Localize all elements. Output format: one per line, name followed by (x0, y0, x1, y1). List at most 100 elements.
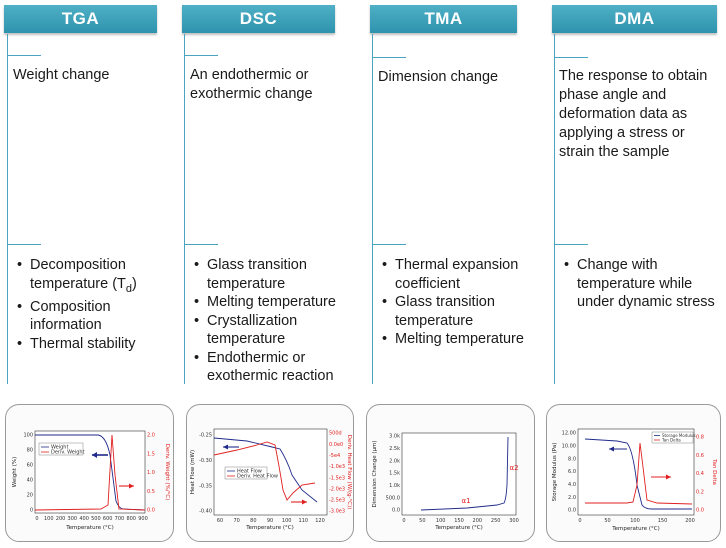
tga-y2label: Deriv. Weight (%/°C) (164, 444, 170, 501)
dma-y-tick-label: 10.00 (562, 444, 576, 450)
dsc-y2-tick-label: -5e4 (329, 453, 340, 459)
dma-chart-panel: 0.0 2.0 4.0 6.0 8.0 10.00 12.00 0.0 0.2 0.4 0.6 0.… (546, 404, 721, 542)
dma-y2-tick-label: 0.2 (696, 489, 704, 495)
dsc-deriv-curve (213, 441, 316, 501)
dma-y2-tick-label: 0.6 (696, 453, 704, 459)
dsc-chart-panel: -0.25 -0.30 -0.35 -0.40 500d 0.0e0 -5e4 -1.0e3… (186, 404, 354, 542)
dsc-arrowhead-left (223, 444, 228, 450)
dma-legend-2: Tan Delta (661, 438, 681, 443)
tga-arrowhead-left (92, 452, 97, 458)
dsc-x-tick-label: 90 (267, 518, 273, 524)
tma-divider (372, 34, 373, 384)
dsc-description: An endothermic or exothermic change (190, 67, 313, 102)
tga-y2-tick-label: 2.0 (147, 433, 155, 439)
tga-tick-top (7, 55, 41, 56)
tga-divider (7, 34, 8, 384)
dsc-legend (224, 466, 268, 480)
tma-title: TMA (424, 9, 463, 28)
tma-y-tick-label: 0.0 (392, 508, 400, 514)
dma-legend (651, 431, 694, 444)
tga-x-tick-label: 500 (91, 516, 101, 522)
tga-weight-curve (35, 434, 146, 511)
dma-y2-tick-label: 0.8 (696, 435, 704, 441)
tga-x-tick-label: 400 (79, 516, 89, 522)
tga-y2-tick-label: 1.0 (147, 470, 155, 476)
tga-chart-panel: 0 20 40 60 80 100 0.0 0.5 1.0 1.5 2.0 0 100 200 300 4… (5, 404, 174, 542)
dma-y2-tick-label: 0.0 (696, 508, 704, 514)
dma-bullet-list: Change with temperature while under dyna… (564, 256, 722, 312)
dma-y-tick-label: 12.00 (562, 431, 576, 437)
dma-description: The response to obtain phase angle and d… (559, 68, 708, 160)
dsc-y2-tick-label: -2.5e3 (329, 498, 345, 504)
dma-tick-top (554, 57, 588, 58)
dsc-chart: -0.25 -0.30 -0.35 -0.40 500d 0.0e0 -5e4 -1.0e3… (190, 428, 352, 531)
tma-ylabel: Dimension Change (μm) (372, 441, 378, 508)
tma-y-tick-label: 3.0k (389, 434, 400, 440)
tma-tick-top (372, 57, 406, 58)
dsc-legend-1: Heat Flow (237, 469, 262, 475)
tga-x-tick-label: 100 (44, 516, 54, 522)
dma-x-tick-label: 150 (658, 518, 668, 524)
dsc-y2label: Deriv. Heat Flow (W/(g·°C)) (346, 435, 352, 510)
dma-arrowhead-right (666, 474, 671, 480)
dma-x-tick-label: 50 (604, 518, 610, 524)
dsc-x-tick-label: 70 (233, 518, 239, 524)
tga-bullet-3: Thermal stability (17, 335, 172, 354)
tga-legend-2: Deriv. Weight (51, 450, 85, 456)
tga-y-tick-label: 20 (27, 493, 33, 499)
dma-y-tick-label: 0.0 (568, 508, 576, 514)
tga-bullet-2: Composition information (17, 298, 172, 335)
tga-y-tick-label: 80 (27, 448, 33, 454)
dsc-y-tick-label: -0.25 (199, 433, 212, 439)
dsc-legend-2: Deriv. Heat Flow (237, 474, 278, 480)
tga-y2-tick-label: 0.0 (147, 508, 155, 514)
dma-plot-area (577, 428, 695, 516)
tma-y-tick-label: 1.5k (389, 471, 400, 477)
tga-x-tick-label: 300 (68, 516, 78, 522)
tga-ylabel: Weight (%) (12, 457, 18, 487)
dma-y2-tick-label: 0.4 (696, 471, 704, 477)
tma-plot-area (401, 432, 517, 516)
tga-y2-tick-label: 1.5 (147, 451, 155, 457)
tga-x-tick-label: 200 (56, 516, 66, 522)
tga-header: TGA (4, 5, 157, 33)
tga-legend-1: Weight (51, 445, 68, 451)
tma-x-ticks: 0 50 100 150 200 250 300 (402, 518, 518, 524)
tma-chart: 0.0 500.0 1.0k 1.5k 2.0k 2.5k 3.0k 0 50 100 150 20… (372, 432, 519, 531)
dsc-header: DSC (182, 5, 335, 33)
dma-y-tick-label: 6.0 (568, 469, 576, 475)
dma-header: DMA (552, 5, 717, 33)
dsc-x-tick-label: 120 (315, 518, 325, 524)
dma-y-tick-label: 4.0 (568, 482, 576, 488)
dsc-x-ticks: 60 70 80 90 100 110 120 (217, 518, 325, 524)
dsc-y-tick-label: -0.40 (199, 509, 212, 515)
tga-arrowhead-right (129, 483, 134, 489)
dsc-tick-top (184, 55, 218, 56)
tma-x-tick-label: 150 (454, 518, 464, 524)
tga-y-tick-label: 100 (23, 433, 33, 439)
dma-x-tick-label: 0 (578, 518, 581, 524)
tga-deriv-curve (34, 434, 146, 511)
dsc-y2-ticks: 500d 0.0e0 -5e4 -1.0e3 -1.5e3 -2.0e3 -2.5e3 -3.… (329, 431, 345, 515)
dsc-bullet-1: Glass transition temperature (194, 256, 349, 293)
tga-xlabel: Temperature (°C) (65, 525, 113, 531)
dsc-y2-tick-label: -3.0e3 (329, 509, 345, 515)
dsc-y2-tick-label: 500d (329, 431, 342, 437)
dsc-y-tick-label: -0.30 (199, 458, 212, 464)
dsc-y2-tick-label: -1.0e3 (329, 464, 345, 470)
tga-y-tick-label: 0 (30, 508, 33, 514)
dma-arrowhead-left (609, 446, 614, 452)
tma-x-tick-label: 100 (436, 518, 446, 524)
dma-ylabel: Storage Modulus (Pa) (552, 443, 558, 502)
tga-description: Weight change (13, 67, 110, 83)
dsc-divider (184, 34, 185, 384)
tma-alpha2: α2 (509, 464, 518, 472)
dma-y-tick-label: 2.0 (568, 495, 576, 501)
tma-alpha1: α1 (461, 497, 470, 505)
dma-legend-1: Storage Modulus (662, 433, 696, 438)
tma-x-tick-label: 200 (473, 518, 483, 524)
tma-dimension-curve (420, 436, 509, 511)
tga-legend (38, 442, 84, 456)
dsc-y-ticks: -0.25 -0.30 -0.35 -0.40 (199, 433, 212, 515)
